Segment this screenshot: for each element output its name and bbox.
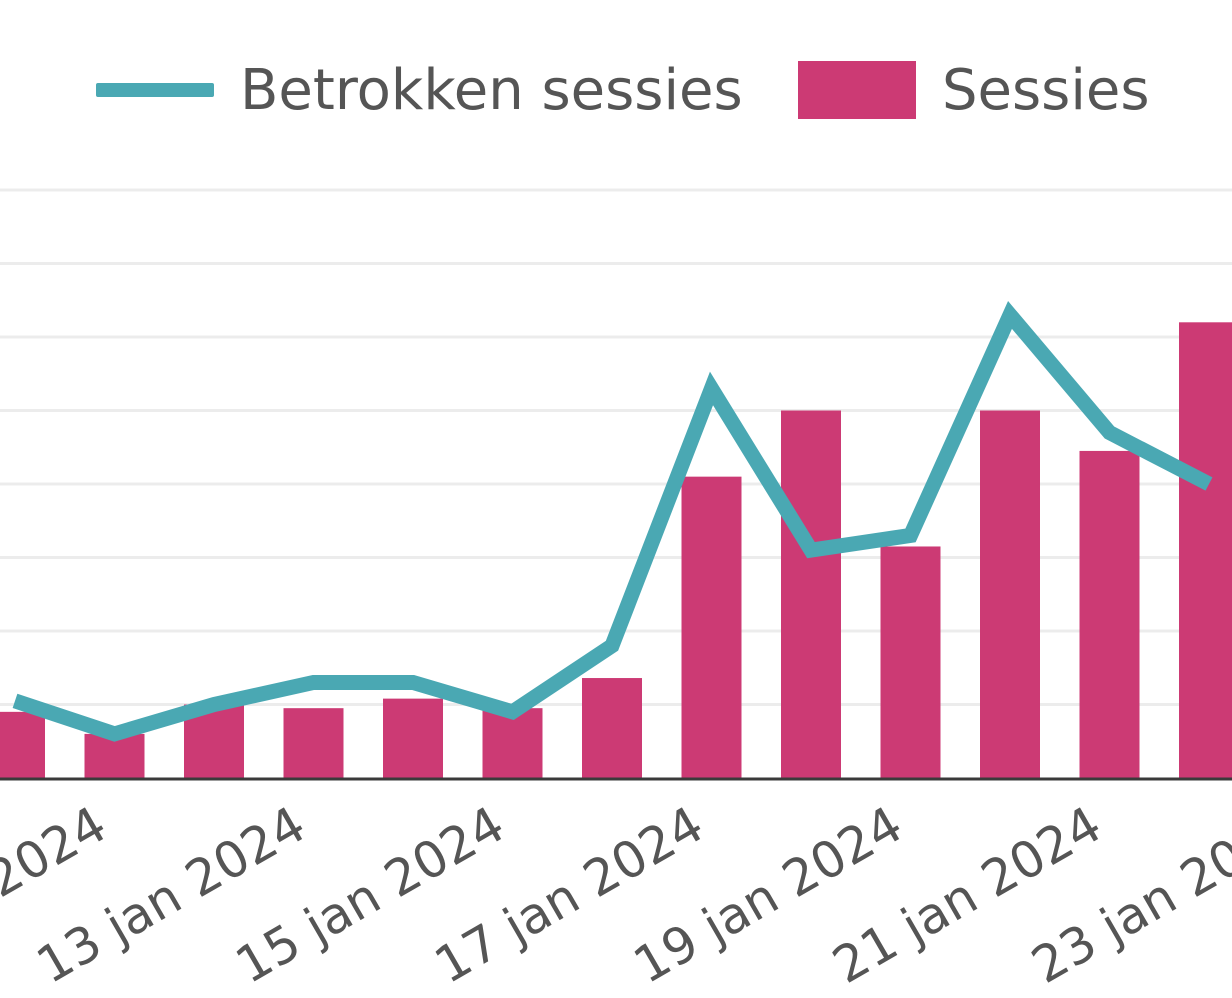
bar-sessies [880, 546, 941, 778]
legend-label-betrokken-sessies: Betrokken sessies [240, 57, 743, 123]
bar-sessies [582, 678, 642, 778]
bar-sessies [0, 711, 45, 778]
bar-sessies [383, 698, 443, 778]
legend-bar-swatch [798, 61, 916, 119]
chart-legend: Betrokken sessies Sessies [0, 50, 1232, 130]
line-betrokken-sessies [12, 301, 1213, 742]
legend-label-sessies: Sessies [942, 57, 1150, 123]
bar-sessies [1179, 322, 1232, 778]
bar-sessies [482, 708, 543, 778]
bar-sessies [283, 708, 344, 778]
bar-sessies [781, 410, 841, 778]
bar-sessies [1079, 450, 1140, 778]
bar-sessies [980, 410, 1040, 778]
bar-sessies [681, 476, 742, 778]
legend-item-betrokken-sessies: Betrokken sessies [96, 50, 743, 130]
legend-item-sessies: Sessies [798, 50, 1150, 130]
legend-line-swatch [96, 83, 214, 97]
